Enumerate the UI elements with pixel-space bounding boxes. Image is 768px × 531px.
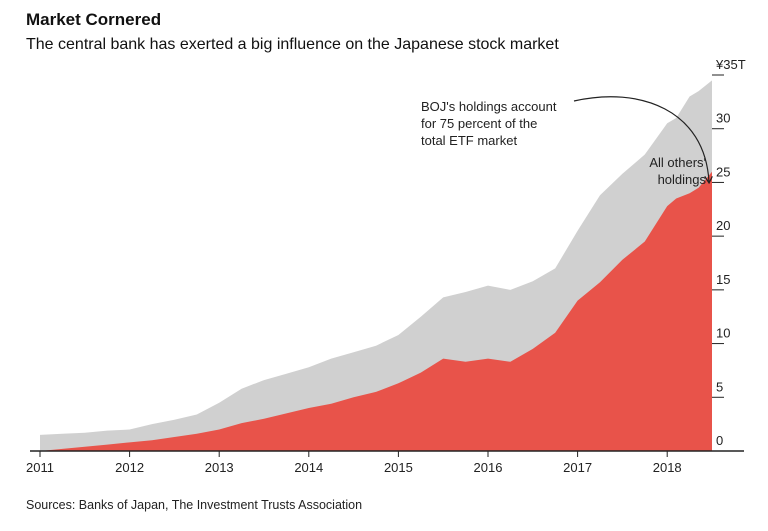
x-tick-label: 2012 — [115, 460, 144, 475]
boj-annotation-line: for 75 percent of the — [421, 116, 537, 131]
x-tick-label: 2017 — [563, 460, 592, 475]
x-tick-label: 2016 — [474, 460, 503, 475]
source-note: Sources: Banks of Japan, The Investment … — [26, 498, 363, 512]
y-tick-label: 25 — [716, 164, 730, 179]
others-annotation-line: All others' — [649, 155, 706, 170]
others-annotation-line: holdings — [658, 172, 707, 187]
chart-subtitle: The central bank has exerted a big influ… — [26, 36, 559, 53]
chart-title: Market Cornered — [26, 10, 162, 29]
boj-annotation-line: total ETF market — [421, 133, 517, 148]
y-tick-label: 20 — [716, 218, 730, 233]
x-tick-label: 2014 — [294, 460, 323, 475]
x-axis: 2011 2012 2013 2014 2015 2016 2017 2018 — [26, 450, 744, 475]
y-tick-label: 5 — [716, 379, 723, 394]
y-tick-label: ¥35T — [715, 57, 746, 72]
y-tick-label: 30 — [716, 111, 730, 126]
annotation-layer: BOJ's holdings account for 75 percent of … — [421, 96, 709, 187]
boj-holdings-area — [40, 171, 712, 451]
x-tick-label: 2015 — [384, 460, 413, 475]
y-tick-label: 10 — [716, 326, 730, 341]
y-axis: 0 5 10 15 20 25 30 ¥35T — [712, 57, 746, 448]
x-tick-label: 2018 — [653, 460, 682, 475]
boj-annotation-arrow — [573, 96, 709, 182]
y-tick-label: 0 — [716, 433, 723, 448]
y-tick-label: 15 — [716, 272, 730, 287]
boj-annotation-line: BOJ's holdings account — [421, 99, 557, 114]
area-layer — [40, 80, 712, 452]
x-tick-label: 2011 — [26, 460, 54, 475]
x-tick-label: 2013 — [205, 460, 234, 475]
